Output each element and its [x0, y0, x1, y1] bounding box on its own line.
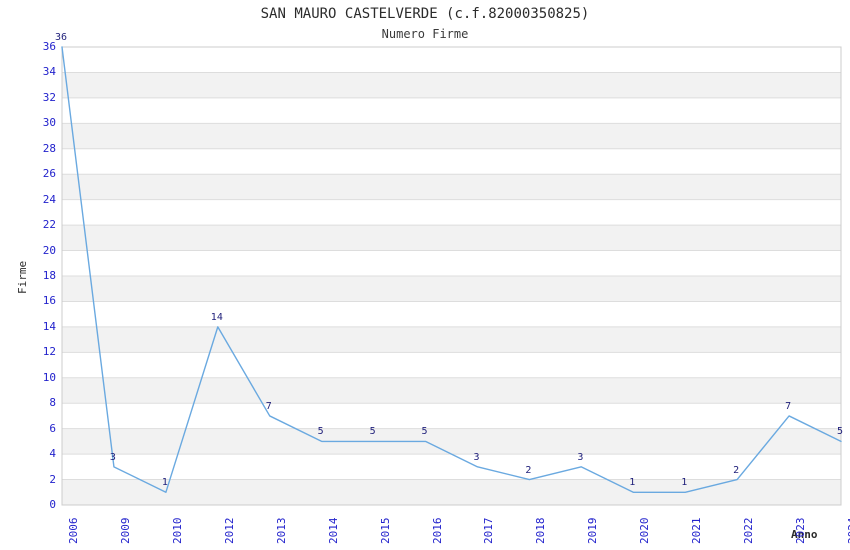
x-tick-label: 2022: [742, 517, 756, 545]
data-point-label: 14: [210, 311, 223, 323]
y-tick-label: 34: [42, 65, 56, 79]
grid-band: [62, 479, 841, 505]
grid-band: [62, 47, 841, 73]
y-tick-label: 12: [42, 345, 56, 359]
data-point-label: 3: [109, 451, 116, 463]
data-point-label: 5: [369, 426, 376, 438]
x-tick-label: 2017: [482, 517, 496, 545]
data-point-label: 5: [837, 426, 844, 438]
chart-title: SAN MAURO CASTELVERDE (c.f.82000350825): [260, 6, 590, 22]
y-tick-label: 2: [49, 472, 56, 486]
x-tick-label: 2015: [378, 517, 392, 545]
data-point-label: 3: [473, 451, 480, 463]
y-tick-label: 22: [42, 218, 56, 232]
y-tick-label: 28: [42, 141, 56, 155]
x-tick-label: 2018: [534, 517, 548, 545]
x-tick-label: 2010: [170, 517, 184, 545]
data-point-label: 5: [317, 426, 324, 438]
y-tick-label: 20: [42, 243, 56, 257]
grid-band: [62, 276, 841, 302]
data-point-label: 1: [161, 477, 168, 489]
y-tick-label: 8: [49, 396, 56, 410]
grid-band: [62, 301, 841, 327]
data-point-label: 2: [525, 464, 532, 476]
data-point-label: 36: [55, 32, 68, 43]
grid-band: [62, 225, 841, 251]
y-tick-label: 14: [42, 319, 56, 333]
x-tick-label: 2020: [638, 517, 652, 545]
y-tick-label: 30: [42, 116, 56, 130]
x-tick-label: 2012: [222, 517, 236, 545]
data-point-label: 7: [265, 400, 272, 412]
y-tick-label: 4: [49, 447, 56, 461]
x-tick-label: 2013: [274, 517, 288, 545]
grid-band: [62, 403, 841, 429]
y-tick-label: 26: [42, 167, 56, 181]
y-tick-label: 10: [42, 370, 56, 384]
x-tick-label: 2021: [690, 517, 704, 545]
grid-band: [62, 352, 841, 378]
x-tick-label: 2024: [846, 517, 850, 545]
y-tick-label: 18: [42, 269, 56, 282]
y-tick-label: 24: [42, 192, 56, 206]
grid-band: [62, 199, 841, 226]
x-tick-label: 2006: [67, 517, 80, 545]
x-tick-label: 2016: [430, 517, 444, 545]
x-tick-label: 2014: [326, 517, 340, 545]
data-point-label: 3: [577, 451, 584, 463]
grid-band: [62, 250, 841, 276]
data-point-label: 5: [421, 426, 428, 438]
data-point-label: 1: [681, 477, 688, 489]
grid-band: [62, 454, 841, 480]
x-tick-label: 2019: [586, 517, 600, 545]
x-axis-title: Anno: [791, 528, 818, 541]
grid-band: [62, 123, 841, 149]
y-tick-label: 16: [42, 294, 56, 308]
grid-band: [62, 97, 841, 124]
grid-band: [62, 377, 841, 404]
y-tick-label: 6: [49, 421, 56, 435]
y-tick-label: 36: [42, 40, 56, 53]
grid-band: [62, 428, 841, 455]
data-point-label: 1: [629, 477, 636, 489]
x-tick-label: 2009: [118, 517, 132, 545]
series-line: [61, 46, 842, 493]
data-point-label: 2: [733, 464, 740, 476]
grid-band: [62, 148, 841, 175]
y-tick-label: 0: [49, 498, 56, 511]
y-tick-label: 32: [42, 90, 56, 104]
plot-border: [61, 46, 842, 506]
data-point-label: 7: [785, 400, 792, 412]
grid-band: [62, 174, 841, 200]
grid-band: [62, 326, 841, 353]
grid-band: [62, 72, 841, 98]
chart-subtitle: Numero Firme: [381, 27, 469, 41]
x-tick-label: 2023: [794, 517, 808, 545]
